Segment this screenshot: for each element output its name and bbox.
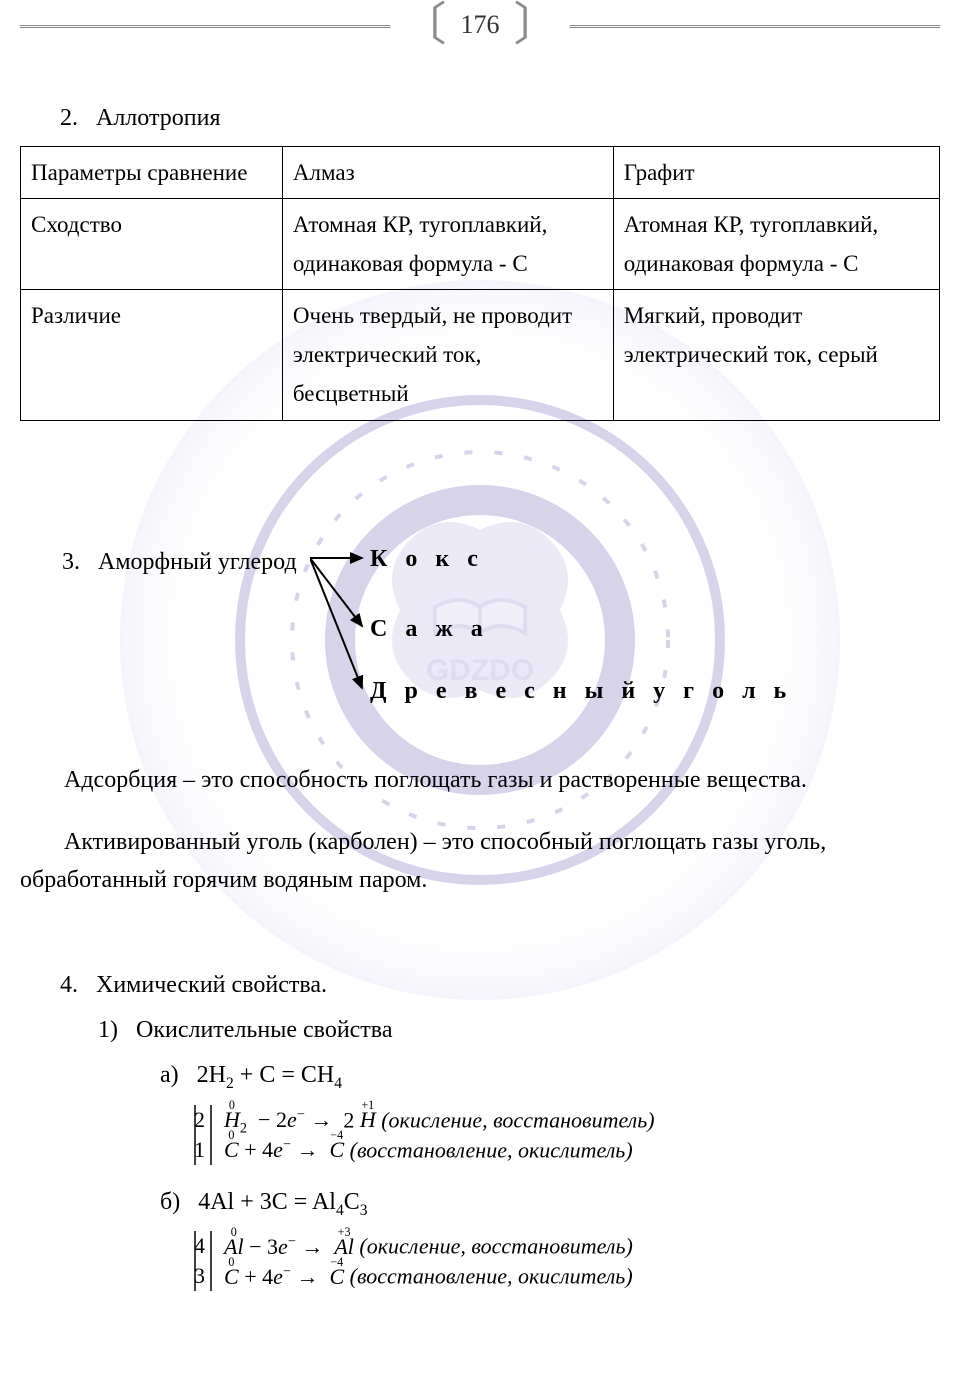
sub1-number: 1) <box>98 1017 118 1043</box>
section-3-number: 3. <box>62 549 80 575</box>
allotropy-table: Параметры сравнение Алмаз Графит Сходств… <box>20 146 940 421</box>
amorphous-carbon-block: 3. Аморфный углерод К о к с С а ж а Д р … <box>20 491 940 741</box>
table-cell: Мягкий, проводит электрический ток, серы… <box>613 290 939 420</box>
equation-a: а) 2H2 + C = CH4 <box>160 1062 940 1093</box>
note: (окисление, восстановитель) <box>359 1234 632 1259</box>
half-eq-a-top: 0H2 − 2e− → 2 +1H (окисление, восстанови… <box>224 1107 655 1138</box>
half-equations-b: 4 3 0Al − 3e− → +3Al (окисление, восстан… <box>190 1229 940 1293</box>
section-2-title: Аллотропия <box>96 105 220 131</box>
section-2-heading: 2. Аллотропия <box>60 105 940 132</box>
page-header-rule: 〔 176 〕 <box>20 0 940 50</box>
note: (восстановление, окислитель) <box>350 1264 633 1289</box>
bracket-right: 〕 <box>514 2 560 48</box>
table-row: Сходство Атомная КР, тугоплавкий, одинак… <box>21 199 940 290</box>
note: (восстановление, окислитель) <box>350 1137 633 1162</box>
page-number-wrap: 〔 176 〕 <box>391 0 570 50</box>
half-eq-a-bottom: 0C + 4e− → −4C (восстановление, окислите… <box>224 1137 633 1163</box>
branch-koks: К о к с <box>370 546 484 573</box>
section-2-number: 2. <box>60 105 78 131</box>
section-4-title: Химический свойства. <box>96 972 327 998</box>
section-4-heading: 4. Химический свойства. <box>60 972 940 999</box>
half-equations-a: 2 1 0H2 − 2e− → 2 +1H (окисление, восста… <box>190 1103 940 1167</box>
activated-carbon-def: Активированный уголь (карболен) – это сп… <box>20 823 940 900</box>
table-row: Различие Очень твердый, не проводит элек… <box>21 290 940 420</box>
equation-b: б) 4Al + 3C = Al4C3 <box>160 1189 940 1220</box>
half-eq-b-top: 0Al − 3e− → +3Al (окисление, восстановит… <box>224 1233 633 1259</box>
branch-charcoal: Д р е в е с н ы й у г о л ь <box>370 678 792 705</box>
adsorption-def: Адсорбция – это способность поглощать га… <box>20 761 940 799</box>
note: (окисление, восстановитель) <box>381 1107 654 1132</box>
section-4-number: 4. <box>60 972 78 998</box>
table-cell: Алмаз <box>282 147 613 199</box>
page: GDZDO 〔 176 〕 2. Аллотропия <box>0 0 960 1387</box>
sub1-title: Окислительные свойства <box>136 1017 392 1043</box>
table-cell: Различие <box>21 290 283 420</box>
table-cell: Сходство <box>21 199 283 290</box>
bracket-left: 〔 <box>401 2 447 48</box>
eq-b-label: б) <box>160 1189 180 1215</box>
eq-a-label: а) <box>160 1062 179 1088</box>
table-row: Параметры сравнение Алмаз Графит <box>21 147 940 199</box>
page-number: 176 <box>447 10 514 40</box>
table-cell: Параметры сравнение <box>21 147 283 199</box>
section-3-heading: 3. Аморфный углерод <box>62 549 297 576</box>
section-4-sub1: 1) Окислительные свойства <box>98 1017 940 1044</box>
branch-sazha: С а ж а <box>370 616 489 643</box>
table-cell: Атомная КР, тугоплавкий, одинаковая форм… <box>282 199 613 290</box>
branch-arrows <box>310 536 365 726</box>
table-cell: Атомная КР, тугоплавкий, одинаковая форм… <box>613 199 939 290</box>
section-3-label: Аморфный углерод <box>98 549 297 575</box>
content: 〔 176 〕 2. Аллотропия Параметры сравнени… <box>20 0 940 1293</box>
table-cell: Графит <box>613 147 939 199</box>
table-cell: Очень твердый, не проводит электрический… <box>282 290 613 420</box>
half-eq-b-bottom: 0C + 4e− → −4C (восстановление, окислите… <box>224 1263 633 1289</box>
